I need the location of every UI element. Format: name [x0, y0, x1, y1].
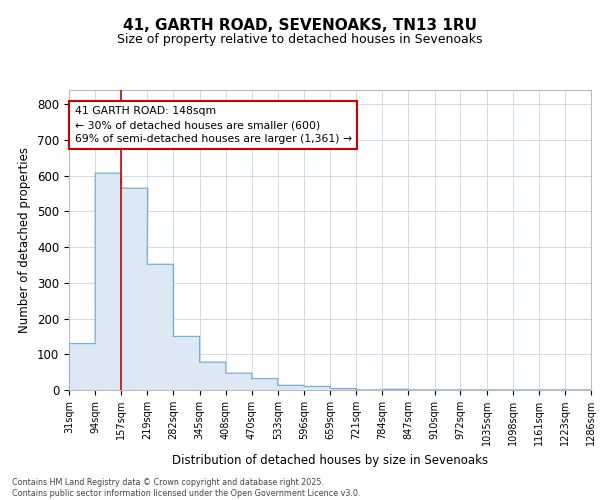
X-axis label: Distribution of detached houses by size in Sevenoaks: Distribution of detached houses by size … [172, 454, 488, 466]
Text: Size of property relative to detached houses in Sevenoaks: Size of property relative to detached ho… [117, 32, 483, 46]
Text: Contains HM Land Registry data © Crown copyright and database right 2025.
Contai: Contains HM Land Registry data © Crown c… [12, 478, 361, 498]
Text: 41, GARTH ROAD, SEVENOAKS, TN13 1RU: 41, GARTH ROAD, SEVENOAKS, TN13 1RU [123, 18, 477, 32]
Y-axis label: Number of detached properties: Number of detached properties [19, 147, 31, 333]
Text: 41 GARTH ROAD: 148sqm
← 30% of detached houses are smaller (600)
69% of semi-det: 41 GARTH ROAD: 148sqm ← 30% of detached … [75, 106, 352, 144]
